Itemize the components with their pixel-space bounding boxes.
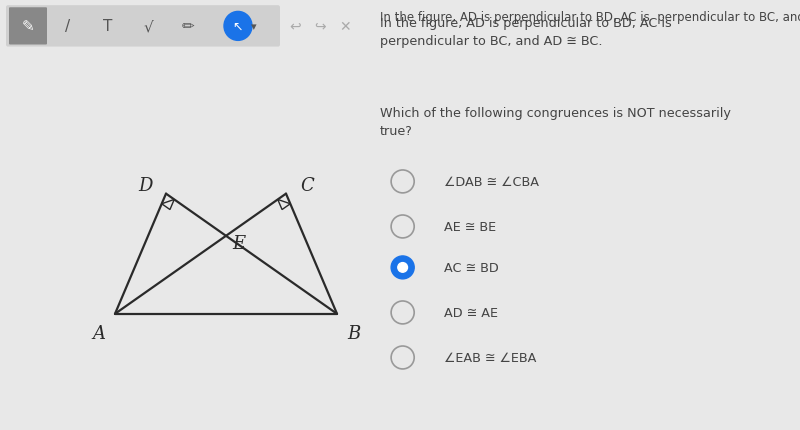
Text: In the figure, AD is perpendicular to BD, AC is
perpendicular to BC, and AD ≅ BC: In the figure, AD is perpendicular to BD… xyxy=(380,16,672,48)
Text: ↪: ↪ xyxy=(314,20,326,34)
Text: In the figure, AD is perpendicular to BD, AC is  perpendicular to BC, and AD ≅ B: In the figure, AD is perpendicular to BD… xyxy=(380,11,800,24)
Circle shape xyxy=(398,263,407,273)
Text: ✏: ✏ xyxy=(182,19,194,34)
Text: ∠EAB ≅ ∠EBA: ∠EAB ≅ ∠EBA xyxy=(444,351,536,364)
Text: AD ≅ AE: AD ≅ AE xyxy=(444,306,498,319)
Text: ✕: ✕ xyxy=(339,20,351,34)
Text: ✎: ✎ xyxy=(22,19,34,34)
Text: D: D xyxy=(138,176,152,194)
FancyBboxPatch shape xyxy=(9,8,47,46)
Text: Which of the following congruences is NOT necessarily
true?: Which of the following congruences is NO… xyxy=(380,106,731,138)
Text: T: T xyxy=(103,19,113,34)
Text: /: / xyxy=(66,19,70,34)
Text: B: B xyxy=(347,325,360,342)
Text: A: A xyxy=(92,325,105,342)
Text: ↖: ↖ xyxy=(233,20,243,33)
Text: ∠DAB ≅ ∠CBA: ∠DAB ≅ ∠CBA xyxy=(444,175,539,188)
Text: AE ≅ BE: AE ≅ BE xyxy=(444,221,496,233)
Text: E: E xyxy=(232,235,245,252)
Circle shape xyxy=(391,256,414,279)
Text: C: C xyxy=(300,176,314,194)
FancyBboxPatch shape xyxy=(6,6,280,47)
Circle shape xyxy=(224,12,252,41)
Text: ↩: ↩ xyxy=(289,20,301,34)
Text: ▾: ▾ xyxy=(251,22,257,32)
Text: AC ≅ BD: AC ≅ BD xyxy=(444,261,498,274)
Text: √: √ xyxy=(143,19,153,34)
